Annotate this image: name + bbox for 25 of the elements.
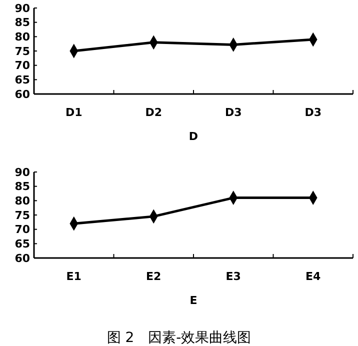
x-tick-label: E2 [146, 270, 162, 283]
y-tick-label: 85 [14, 16, 30, 30]
y-tick-label: 75 [14, 44, 30, 58]
x-tick-label: D3 [304, 106, 322, 119]
x-axis-title: D [188, 130, 198, 143]
y-tick-label: 90 [14, 166, 30, 179]
y-tick-label: 70 [14, 223, 30, 236]
y-tick-label: 85 [14, 180, 30, 194]
x-tick-label: D1 [65, 106, 82, 119]
x-axis-title: E [190, 294, 198, 307]
y-tick-label: 60 [14, 252, 30, 265]
y-tick-label: 65 [14, 238, 30, 251]
y-tick-label: 90 [14, 2, 30, 15]
y-tick-label: 80 [14, 194, 30, 208]
y-tick-label: 70 [14, 59, 30, 72]
y-tick-label: 65 [14, 74, 30, 87]
x-tick-label: D2 [145, 106, 162, 119]
x-tick-label: D3 [224, 106, 242, 119]
caption: 图 2 因素-效果曲线图 [106, 330, 252, 346]
x-tick-label: E3 [226, 270, 241, 283]
y-tick-label: 75 [14, 208, 30, 222]
x-tick-label: E1 [66, 270, 82, 283]
x-tick-label: E4 [306, 270, 322, 283]
y-tick-label: 60 [14, 88, 30, 101]
y-tick-label: 80 [14, 30, 30, 44]
